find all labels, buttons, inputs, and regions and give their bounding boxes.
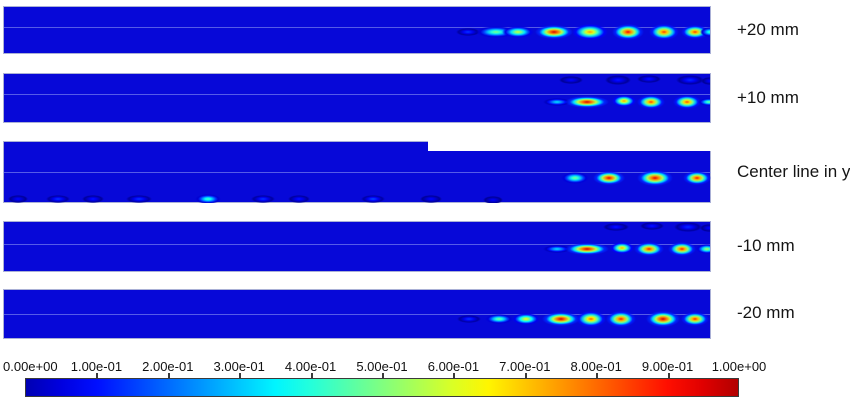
colorbar-tick xyxy=(524,373,527,378)
colorbar-tick-label: 7.00e-01 xyxy=(499,359,551,374)
hotspot-blob xyxy=(8,195,28,203)
panel-label-plus20: +20 mm xyxy=(737,20,799,39)
colorbar-tick-label: 2.00e-01 xyxy=(142,359,194,374)
hotspot-blob xyxy=(701,77,710,85)
hotspot-blob xyxy=(700,224,710,232)
hotspot-blob xyxy=(637,95,665,109)
strip-centerline xyxy=(4,314,710,315)
contour-strip-plus20 xyxy=(3,6,711,54)
colorbar-tick-label: 6.00e-01 xyxy=(427,359,480,374)
hotspot-blob xyxy=(361,195,385,203)
hotspot-blob xyxy=(683,171,711,185)
hotspot-blob xyxy=(612,95,636,107)
colorbar-tick-label: 4.00e-01 xyxy=(284,359,337,374)
hotspot-blob xyxy=(543,98,571,106)
colorbar-gradient xyxy=(25,378,739,397)
hotspot-blob xyxy=(535,25,573,39)
hotspot-blob xyxy=(288,195,310,203)
hotspot-blob xyxy=(603,223,629,231)
colorbar-tick-label: 1.00e-01 xyxy=(70,359,123,374)
hotspot-blob xyxy=(698,98,710,106)
colorbar-tick xyxy=(382,373,384,378)
hotspot-blob xyxy=(576,311,606,327)
hotspot-blob xyxy=(681,312,709,326)
hotspot-blob xyxy=(640,222,664,230)
colorbar-tick xyxy=(453,373,456,378)
hotspot-blob xyxy=(126,195,152,203)
colorbar-tick xyxy=(96,373,99,378)
colorbar-tick-label: 3.00e-01 xyxy=(213,359,265,374)
hotspot-blob xyxy=(543,245,571,253)
hotspot-blob xyxy=(512,313,540,325)
hotspot-blob xyxy=(483,196,503,203)
hotspot-blob xyxy=(637,170,673,186)
hotspot-blob xyxy=(593,171,625,185)
colorbar-tick-label: 0.00e+00 xyxy=(3,359,58,374)
hotspot-blob xyxy=(559,76,583,84)
colorbar: 0.00e+00 1.00e-01 2.00e-01 3.00e-01 4.00e-01… xyxy=(0,358,850,402)
hotspot-blob xyxy=(420,195,442,203)
hotspot-blob xyxy=(565,243,609,255)
hotspot-blob xyxy=(696,244,710,254)
colorbar-tick-label: 8.00e-01 xyxy=(570,359,622,374)
hotspot-blob xyxy=(82,195,104,203)
colorbar-tick-label: 9.00e-01 xyxy=(641,359,694,374)
hotspot-blob xyxy=(700,27,710,37)
contour-strip-plus10 xyxy=(3,73,711,123)
panel-label-minus20: -20 mm xyxy=(737,303,795,322)
hotspot-blob xyxy=(606,311,636,327)
hotspot-blob xyxy=(634,242,664,256)
hotspot-blob xyxy=(195,194,221,203)
colorbar-tick-label: 1.00e+00 xyxy=(711,359,767,374)
hotspot-blob xyxy=(46,195,70,203)
colorbar-tick xyxy=(667,373,670,378)
strip-centerline xyxy=(3,172,711,173)
hotspot-blob xyxy=(646,311,680,327)
hotspot-blob xyxy=(572,24,608,40)
contour-strip-minus10 xyxy=(3,221,711,272)
hotspot-blob xyxy=(251,195,275,203)
hotspot-blob xyxy=(565,96,609,108)
strip-centerline xyxy=(4,27,710,28)
panel-label-plus10: +10 mm xyxy=(737,88,799,107)
hotspot-blob xyxy=(610,242,634,254)
hotspot-blob xyxy=(674,222,702,232)
hotspot-blob xyxy=(605,75,631,85)
hotspot-blob xyxy=(612,24,644,40)
panel-label-centerline: Center line in y xyxy=(737,162,850,181)
strip-centerline xyxy=(4,244,710,245)
hotspot-blob xyxy=(561,172,589,184)
strip-centerline xyxy=(4,94,710,95)
hotspot-blob xyxy=(649,24,679,40)
hotspot-blob xyxy=(456,28,480,36)
colorbar-tick xyxy=(239,373,242,378)
hotspot-blob xyxy=(673,95,701,109)
hotspot-blob xyxy=(676,75,704,85)
colorbar-tick-label: 5.00e-01 xyxy=(356,359,408,374)
hotspot-blob xyxy=(485,314,513,324)
hotspot-blob xyxy=(542,312,580,326)
hotspot-blob xyxy=(668,242,696,256)
contour-strip-centerline xyxy=(3,141,711,203)
hotspot-blob xyxy=(457,315,481,323)
panel-label-minus10: -10 mm xyxy=(737,236,795,255)
colorbar-tick xyxy=(596,373,599,378)
colorbar-tick xyxy=(167,373,170,378)
hotspot-blob xyxy=(637,75,661,83)
colorbar-tick xyxy=(310,373,313,378)
contour-strip-minus20 xyxy=(3,289,711,339)
hotspot-blob xyxy=(502,26,534,38)
